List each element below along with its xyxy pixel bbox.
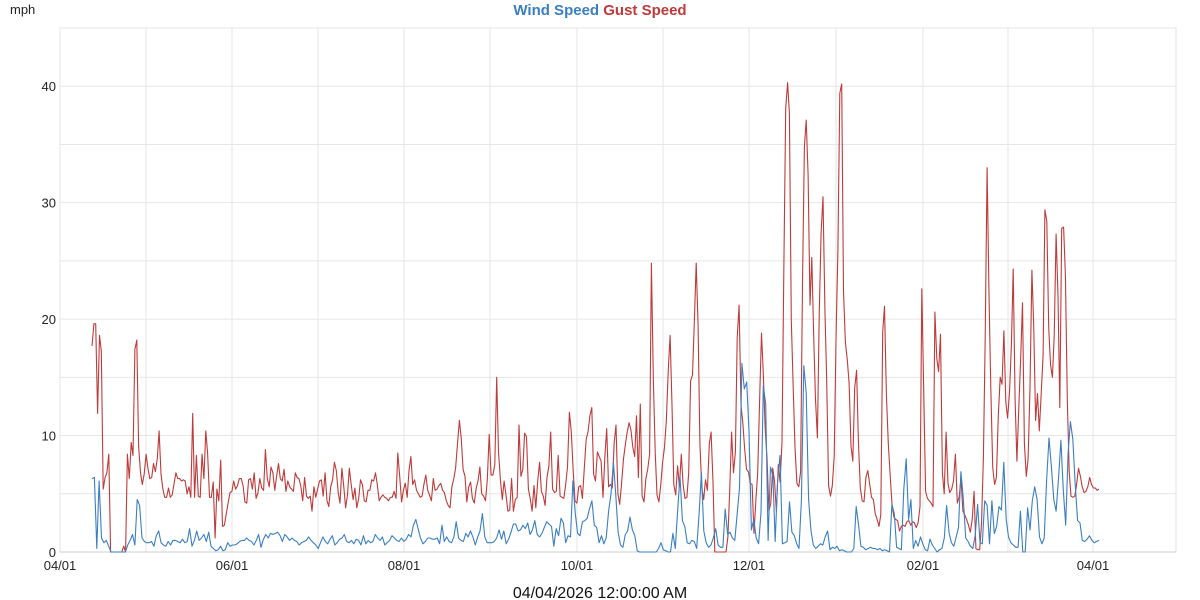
series-line-wind-speed	[91, 362, 1100, 553]
legend-gust-speed[interactable]: Gust Speed	[603, 2, 686, 19]
y-unit-label: mph	[10, 2, 35, 17]
y-tick-label: 10	[42, 429, 56, 444]
x-tick-label: 02/01	[907, 558, 940, 573]
series-lines	[91, 82, 1100, 553]
x-tick-label: 08/01	[388, 558, 421, 573]
y-tick-label: 20	[42, 312, 56, 327]
grid-lines	[59, 27, 1177, 553]
axes: 0 10 20 30 40 04/01 06/01 08/01 10/01 12/01 02/01 0…	[42, 79, 1176, 573]
x-tick-label: 04/01	[44, 558, 77, 573]
footer-date-label: 04/04/2026 12:00:00 AM	[513, 585, 687, 600]
x-tick-label: 12/01	[733, 558, 766, 573]
x-tick-label: 04/01	[1077, 558, 1110, 573]
x-tick-label: 10/01	[561, 558, 594, 573]
y-tick-label: 40	[42, 79, 56, 94]
legend: Wind Speed Gust Speed	[513, 2, 686, 19]
y-tick-label: 0	[49, 545, 56, 560]
series-line-gust-speed	[91, 82, 1100, 553]
legend-wind-speed[interactable]: Wind Speed	[513, 2, 599, 19]
y-tick-label: 30	[42, 196, 56, 211]
x-tick-label: 06/01	[216, 558, 249, 573]
plot-area-border	[59, 27, 1177, 553]
